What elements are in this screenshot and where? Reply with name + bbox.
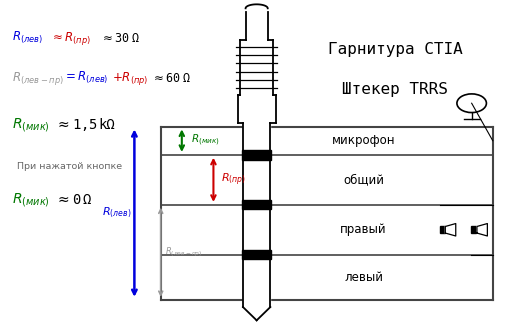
Text: $R_{(лев)}$: $R_{(лев)}$ xyxy=(102,206,132,220)
Text: $R_{(мик)}$: $R_{(мик)}$ xyxy=(191,133,220,149)
Text: Гарнитура CTIA: Гарнитура CTIA xyxy=(328,42,463,58)
Bar xyxy=(242,250,271,259)
Text: $R_{(лев-пр)}$: $R_{(лев-пр)}$ xyxy=(165,246,202,259)
Text: ${\approx}$1,5: ${\approx}$1,5 xyxy=(55,117,97,133)
Text: $=R_{(лев)}$: $=R_{(лев)}$ xyxy=(63,70,109,87)
Text: ${\approx}$0: ${\approx}$0 xyxy=(55,193,81,207)
Bar xyxy=(440,226,445,233)
Text: Штекер TRRS: Штекер TRRS xyxy=(343,82,448,98)
Text: $R_{(мик)}$: $R_{(мик)}$ xyxy=(12,191,50,209)
Text: ${\approx}$60: ${\approx}$60 xyxy=(151,72,181,85)
Text: ${\approx}R_{(пр)}$: ${\approx}R_{(пр)}$ xyxy=(50,30,91,47)
Bar xyxy=(471,226,476,233)
Text: Ω: Ω xyxy=(132,32,139,45)
Circle shape xyxy=(457,94,486,113)
Text: ${\approx}$30: ${\approx}$30 xyxy=(100,32,130,45)
Bar xyxy=(161,127,493,300)
Bar xyxy=(242,200,271,209)
Text: Ω: Ω xyxy=(83,193,91,207)
Text: Ω: Ω xyxy=(183,72,190,85)
Text: $R_{(лев-пр)}$: $R_{(лев-пр)}$ xyxy=(12,70,63,87)
Bar xyxy=(242,150,271,160)
Text: При нажатой кнопке: При нажатой кнопке xyxy=(17,162,122,171)
Text: $R_{(лев)}$: $R_{(лев)}$ xyxy=(12,30,43,47)
Text: левый: левый xyxy=(344,271,383,284)
Bar xyxy=(243,123,270,320)
Text: $+R_{(пр)}$: $+R_{(пр)}$ xyxy=(112,70,148,87)
Text: микрофон: микрофон xyxy=(332,134,395,147)
Text: правый: правый xyxy=(340,223,387,236)
Text: общий: общий xyxy=(343,173,384,186)
Text: $R_{(мик)}$: $R_{(мик)}$ xyxy=(12,116,50,134)
Polygon shape xyxy=(445,223,456,236)
Text: kΩ: kΩ xyxy=(99,118,115,132)
Polygon shape xyxy=(477,223,487,236)
Text: $R_{(пр)}$: $R_{(пр)}$ xyxy=(221,171,247,188)
